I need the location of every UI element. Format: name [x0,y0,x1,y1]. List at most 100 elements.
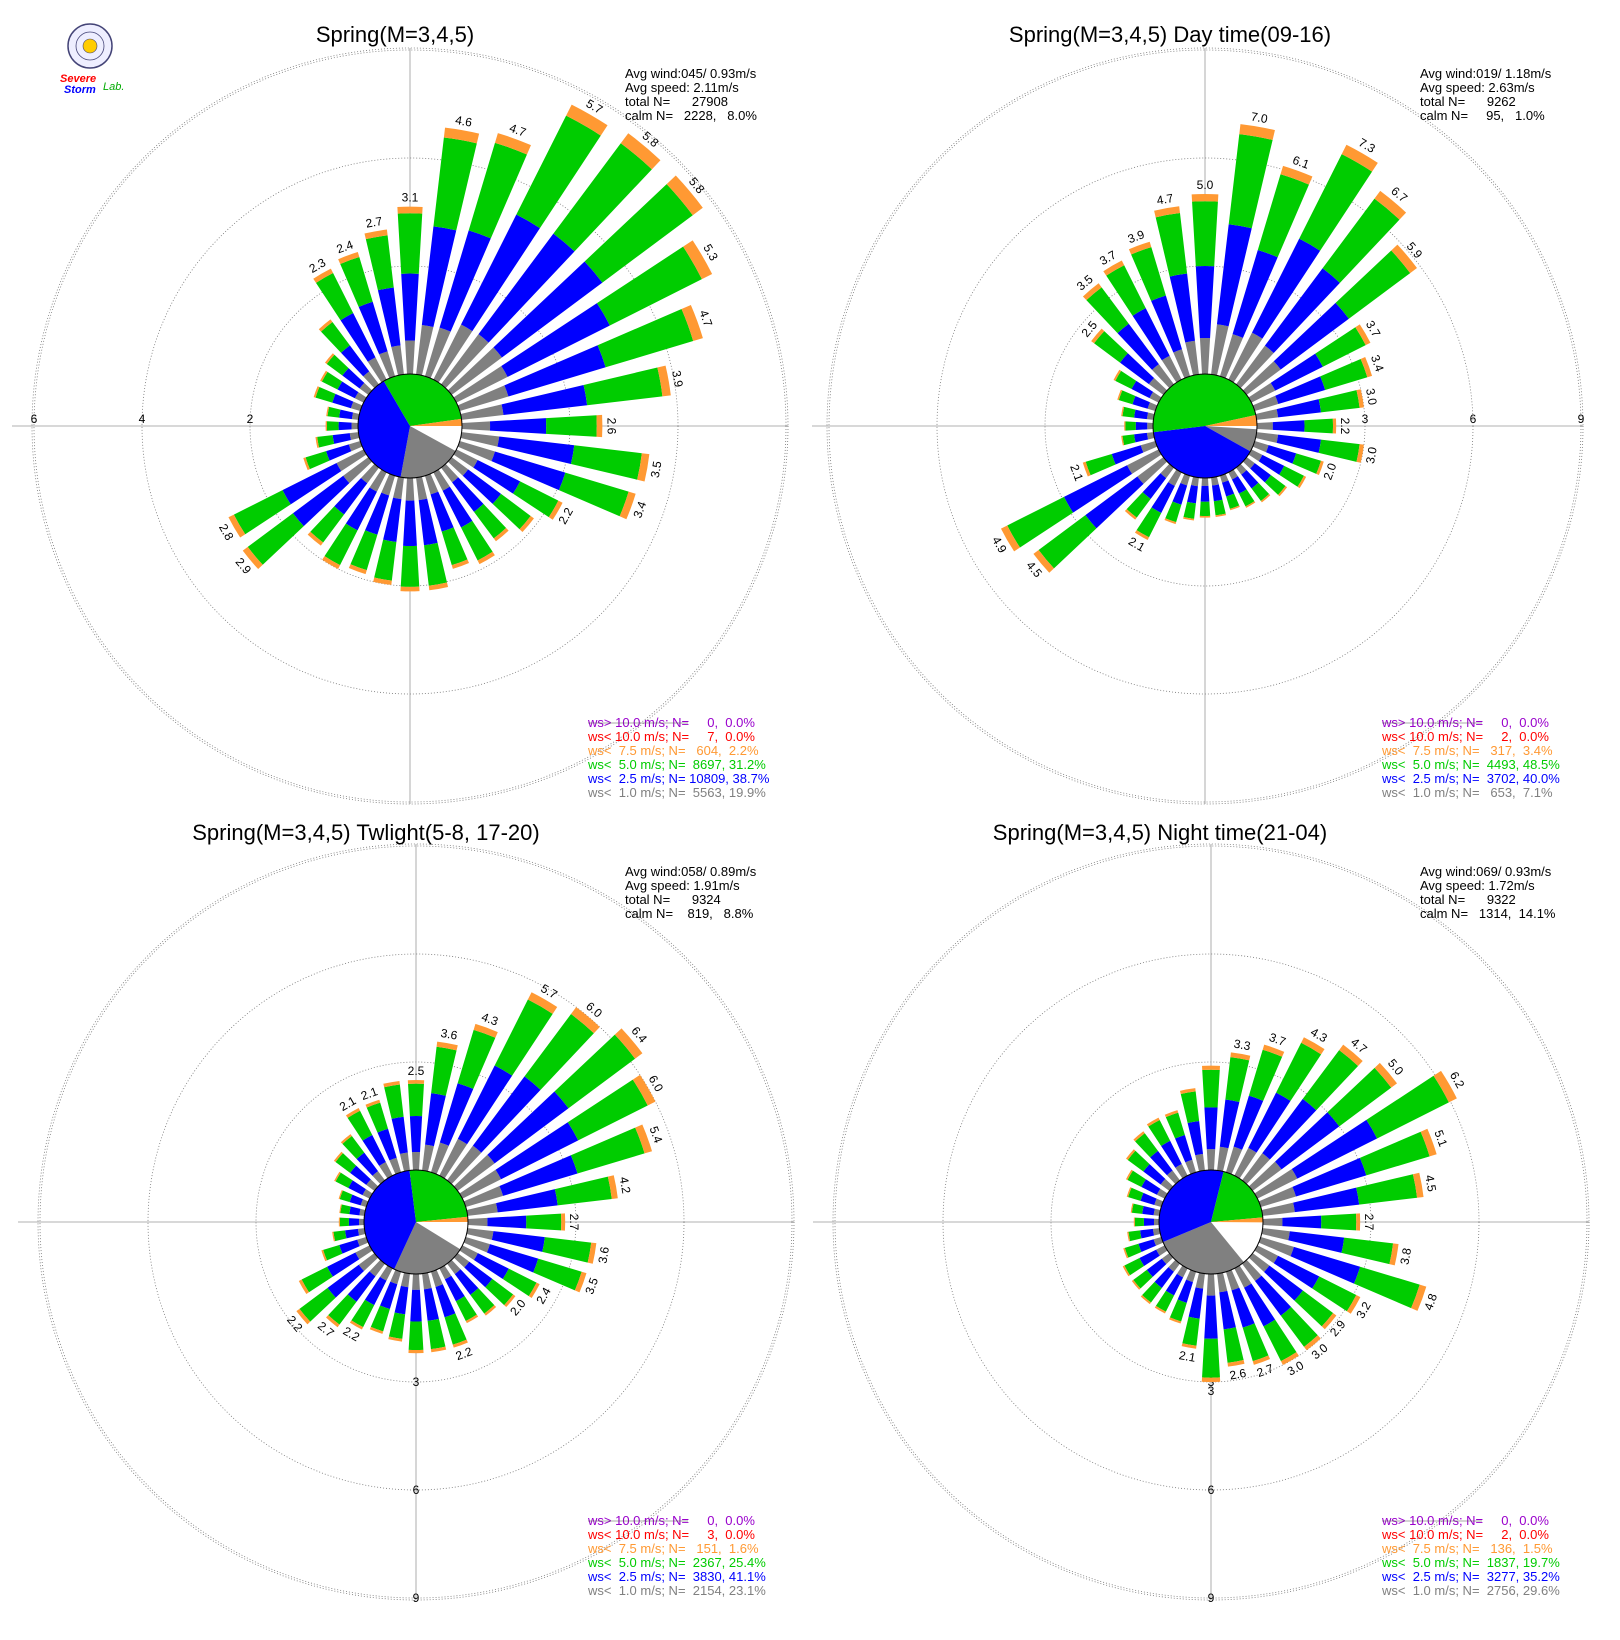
bar-value-label: 4.3 [480,1010,501,1029]
bar-segment [1318,439,1360,462]
bar-value-label: 4.7 [696,308,715,329]
bar-value-label: 2.1 [359,1084,380,1103]
bar-value-label: 2.7 [365,214,384,231]
stat-line: Avg speed: 2.63m/s [1420,80,1535,95]
stat-line: Avg wind:069/ 0.93m/s [1420,864,1552,879]
windrose-panel-3: 3692.53.64.35.76.06.46.05.44.22.73.63.52… [18,820,795,1605]
bar-segment [345,487,377,531]
direction-bar [1164,473,1191,525]
bar-segment [1133,1131,1145,1142]
center-pie [357,373,463,479]
bar-segment [299,1287,336,1322]
bar-segment [1160,463,1174,479]
bar-segment [1389,1243,1399,1266]
bar-segment [307,531,324,546]
direction-bar [422,1272,447,1353]
bar-segment [1261,1228,1290,1241]
stat-line: Avg speed: 2.11m/s [625,80,739,95]
direction-bar [1121,406,1155,420]
direction-bar [334,1171,373,1199]
direction-bar [1124,463,1174,520]
direction-bar [1179,1088,1205,1172]
direction-bar [333,1151,379,1191]
bar-segment [558,472,629,517]
bar-segment [233,490,291,535]
logo-text-storm: Storm [64,84,96,96]
bar-segment [423,1288,439,1321]
bar-segment [381,473,396,496]
bar-segment [1155,1290,1175,1312]
bar-segment [1191,476,1199,487]
bar-segment [1156,1188,1168,1199]
bar-segment [504,345,606,397]
bar-segment [1356,444,1364,463]
bar-segment [328,1294,357,1325]
bar-segment [1140,1192,1157,1205]
bar-segment [1280,165,1313,185]
direction-bar [1126,1149,1174,1191]
bar-segment [332,1231,336,1242]
bar-segment [1250,463,1271,483]
direction-bar [1103,260,1182,383]
bar-segment [1117,389,1123,401]
bar-segment [1195,1153,1205,1172]
bar-segment [327,1252,360,1277]
legend-entry: ws> 10.0 m/s; N= 0, 0.0% [587,715,755,730]
bar-segment [1113,369,1122,381]
bar-segment [1122,1265,1130,1277]
legend-entry: ws< 5.0 m/s; N= 8697, 31.2% [587,757,766,772]
bar-segment [1206,1149,1216,1171]
bar-segment [370,1305,390,1332]
legend-entry: ws< 5.0 m/s; N= 1837, 19.7% [1381,1555,1560,1570]
bar-segment [369,1259,385,1277]
direction-bar [307,463,379,546]
direction-bar [318,319,379,389]
bar-segment [1201,477,1209,486]
bar-segment [424,542,448,586]
bar-segment [491,1231,545,1252]
bar-segment [463,1236,490,1253]
bar-segment [1292,453,1322,474]
windrose-panel-2: 3 6 95.07.06.17.36.75.93.73.43.02.23.02.02… [812,22,1585,805]
bar-segment [1225,1146,1243,1175]
bar-segment [1125,1169,1133,1181]
bar-segment [457,1029,496,1089]
bar-segment [499,1155,578,1196]
direction-bar [424,133,531,379]
direction-bar [441,133,661,389]
bar-segment [553,143,652,252]
bar-segment [384,1084,404,1119]
bar-segment [292,475,350,527]
bar-segment [1185,1159,1197,1175]
direction-bar [1082,440,1158,477]
bar-segment [422,1144,434,1172]
bar-segment [1213,499,1226,516]
pie-outline [1158,1169,1264,1275]
direction-bar [320,370,367,403]
bar-segment [477,551,495,565]
bar-segment [1165,501,1182,523]
bar-segment [433,469,450,491]
center-pie [1158,1169,1264,1275]
bar-segment [1195,1272,1205,1289]
bar-segment [351,1299,375,1328]
direction-bar [1211,124,1275,376]
pie-outline [363,1169,469,1275]
direction-bar [1242,244,1417,395]
pie-slice [1205,426,1257,452]
bar-segment [1341,1237,1394,1265]
bar-segment [335,1172,353,1188]
bar-segment [336,449,367,472]
bar-segment [350,530,378,571]
pie-slice-calm [1205,426,1257,430]
bar-segment [1121,435,1125,446]
bar-segment [1195,266,1215,339]
bar-segment [1007,496,1074,548]
legend-entry: ws< 10.0 m/s; N= 2, 0.0% [1381,729,1549,744]
bar-segment [454,1269,479,1295]
bar-value-label: 3.0 [1363,387,1380,406]
stat-line: total N= 9324 [625,892,721,907]
bar-value-label: 3.1 [402,191,419,205]
direction-bar [1201,1273,1221,1383]
